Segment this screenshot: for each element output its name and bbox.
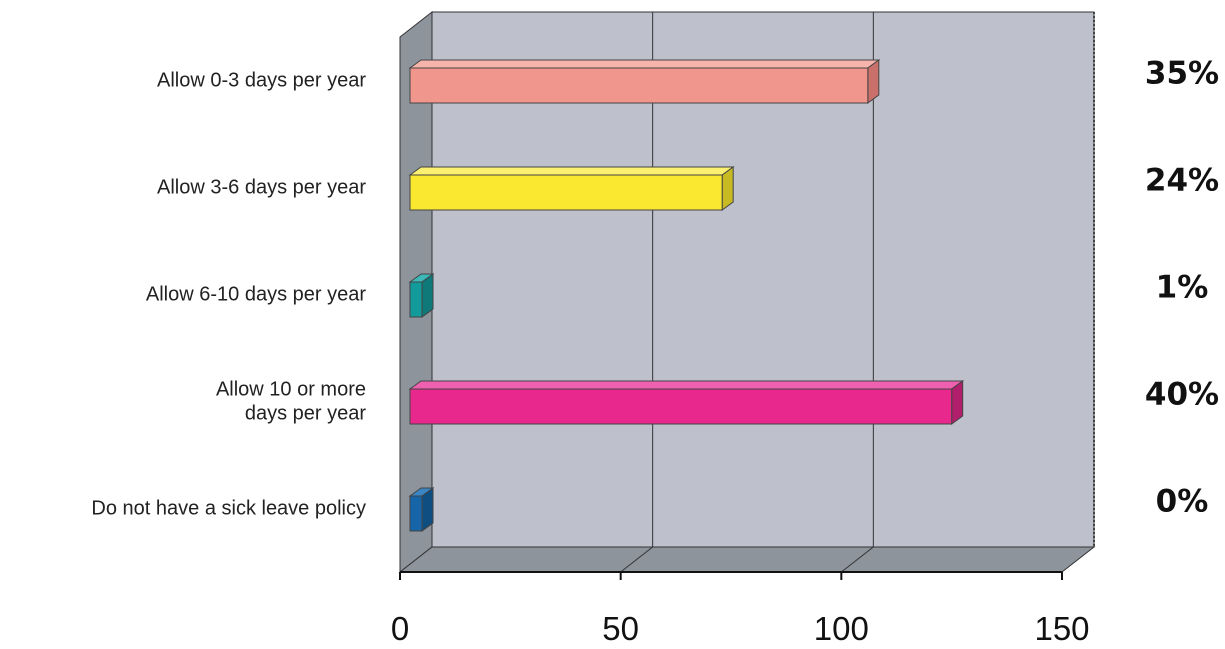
bar-group <box>408 59 965 532</box>
percent-label: 0% <box>1156 484 1209 520</box>
category-label: Do not have a sick leave policy <box>91 498 366 520</box>
gridline <box>841 546 874 573</box>
percent-label: 1% <box>1156 270 1209 306</box>
category-label: Allow 6-10 days per year <box>146 284 366 306</box>
bar-side <box>421 487 434 532</box>
bar-side <box>721 166 734 211</box>
percent-label: 24% <box>1145 163 1219 199</box>
x-axis: 0 50 100 150 <box>391 571 1090 647</box>
category-label: Allow 0-3 days per year <box>157 70 366 92</box>
bar <box>409 174 723 211</box>
category-labels: Allow 0-3 days per year Allow 3-6 days pe… <box>91 70 366 520</box>
bar-top <box>408 59 881 69</box>
x-tick-label: 0 <box>391 610 409 647</box>
bar-top <box>408 166 735 176</box>
floor <box>398 546 1096 573</box>
bar <box>409 495 423 532</box>
gridline <box>620 546 653 573</box>
bar-side <box>867 59 880 104</box>
percent-label: 35% <box>1145 56 1219 92</box>
category-label: Allow 10 or more <box>216 379 366 401</box>
x-tick-label: 150 <box>1034 610 1089 647</box>
percent-label: 40% <box>1145 377 1219 413</box>
percent-labels: 35% 24% 1% 40% 0% <box>1145 56 1219 520</box>
bar-top <box>408 380 965 390</box>
bar-side <box>421 273 434 318</box>
category-label: Allow 3-6 days per year <box>157 177 366 199</box>
bar <box>409 67 869 104</box>
bar-side <box>951 380 964 425</box>
bar <box>409 388 953 425</box>
category-label: days per year <box>245 403 367 425</box>
bar <box>409 281 423 318</box>
x-tick-label: 50 <box>602 610 639 647</box>
x-tick-label: 100 <box>814 610 869 647</box>
